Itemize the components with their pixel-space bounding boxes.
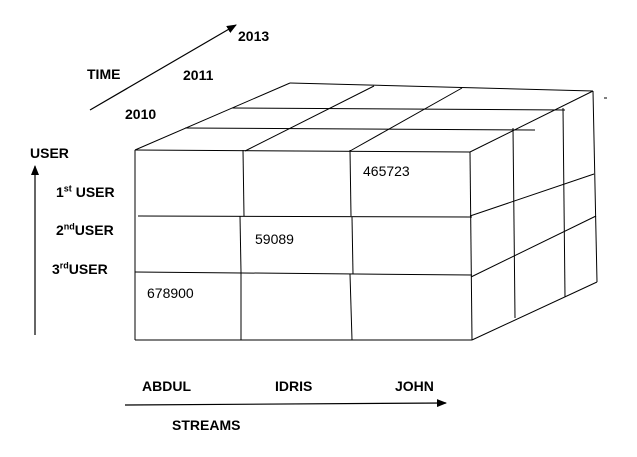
cell-value: 59089: [255, 231, 294, 247]
time-year-label: 2011: [183, 67, 214, 83]
cell-value: 465723: [363, 163, 410, 179]
user-row-label: 2ndUSER: [56, 221, 114, 238]
streams-axis-title: STREAMS: [172, 417, 241, 433]
user-row-label: 3rdUSER: [52, 260, 108, 277]
cell-value: 678900: [147, 285, 194, 301]
cube-front-face: [134, 149, 473, 341]
time-year-label: 2013: [238, 28, 270, 44]
stream-column-label: ABDUL: [142, 378, 191, 394]
streams-axis-arrow: [124, 399, 447, 408]
time-axis-title: TIME: [87, 66, 121, 82]
cube-top-face: [134, 82, 594, 153]
cube-right-face: [469, 90, 598, 341]
time-axis-arrow: [89, 24, 237, 111]
time-year-label: 2010: [125, 106, 157, 122]
stream-column-label: JOHN: [395, 378, 434, 394]
user-row-label: 1st USER: [56, 183, 115, 200]
user-axis-title: USER: [30, 145, 69, 161]
stream-column-label: IDRIS: [275, 378, 313, 394]
